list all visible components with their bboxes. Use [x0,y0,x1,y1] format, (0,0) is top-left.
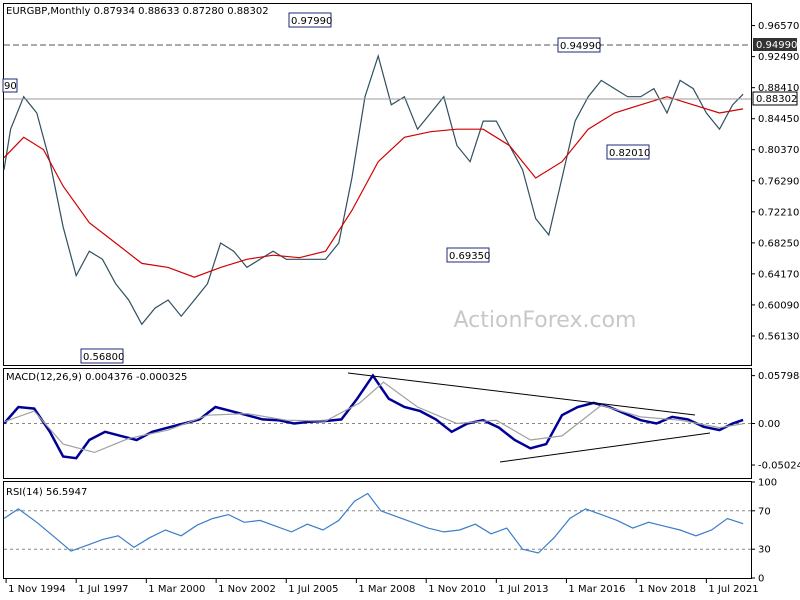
macd-y-tick-label: 0.00 [758,419,780,430]
low-2020-label: 0.82010 [609,148,650,159]
macd-upper-trendline [347,372,696,416]
rsi-title: RSI(14) 56.5947 [6,487,87,498]
price-title: EURGBP,Monthly 0.87934 0.88633 0.87280 0… [6,6,269,17]
low-2015-box [446,247,490,263]
x-tick-label: 1 Nov 2010 [428,584,486,595]
watermark: ActionForex.com [454,308,637,333]
rsi-y-tick-label: 0 [758,574,764,585]
x-tick-label: 1 Jul 2013 [498,584,548,595]
resistance-price-box [753,38,797,51]
price-y-tick-label: 0.68250 [758,238,799,249]
macd-lower-trendline [499,432,711,463]
current-price-label: 0.88302 [756,94,797,105]
left-edge-box [2,78,18,93]
rsi-y-tick-label: 100 [758,478,777,489]
low-2000-box [80,348,124,364]
x-tick-label: 1 Mar 2008 [358,584,415,595]
x-tick-label: 1 Mar 2000 [148,584,205,595]
low-2015-label: 0.69350 [449,251,490,262]
price-series-line [3,96,744,278]
macd-series-line [3,373,744,460]
rsi-y-tick-label: 70 [758,506,771,517]
rsi-panel [3,481,752,579]
price-series-line [3,53,744,326]
low-2000-label: 0.56800 [83,352,124,363]
x-tick-label: 1 Mar 2016 [568,584,625,595]
price-y-tick-label: 0.76290 [758,176,799,187]
x-tick-label: 1 Jul 1997 [78,584,128,595]
high-2016-box [557,37,601,53]
high-2016-label: 0.94990 [560,41,601,52]
x-tick-label: 1 Nov 1994 [8,584,66,595]
high-2008-label: 0.97990 [291,16,332,27]
price-y-tick-label: 0.84450 [758,114,799,125]
resistance-price-label: 0.94990 [756,40,797,51]
x-tick-label: 1 Nov 2018 [638,584,696,595]
left-edge-label: 90 [4,81,17,92]
current-price-box [752,91,798,106]
price-y-tick-label: 0.64170 [758,269,799,280]
price-panel [3,3,752,366]
price-y-tick-label: 0.88410 [758,83,799,94]
rsi-series-line [3,492,744,554]
price-y-tick-label: 0.72210 [758,207,799,218]
price-y-tick-label: 0.96570 [758,21,799,32]
macd-y-tick-label: 0.057984 [758,371,800,382]
rsi-y-tick-label: 30 [758,545,771,556]
price-y-tick-label: 0.92490 [758,52,799,63]
x-tick-label: 1 Jul 2005 [288,584,338,595]
macd-series-line [3,381,744,454]
price-y-tick-label: 0.56130 [758,331,799,342]
x-tick-label: 1 Nov 2002 [218,584,276,595]
price-y-tick-label: 0.80370 [758,145,799,156]
low-2020-box [606,144,650,160]
x-tick-label: 1 Jul 2021 [708,584,758,595]
high-2008-box [288,12,332,28]
macd-title: MACD(12,26,9) 0.004376 -0.000325 [6,372,187,383]
price-y-tick-label: 0.60090 [758,300,799,311]
